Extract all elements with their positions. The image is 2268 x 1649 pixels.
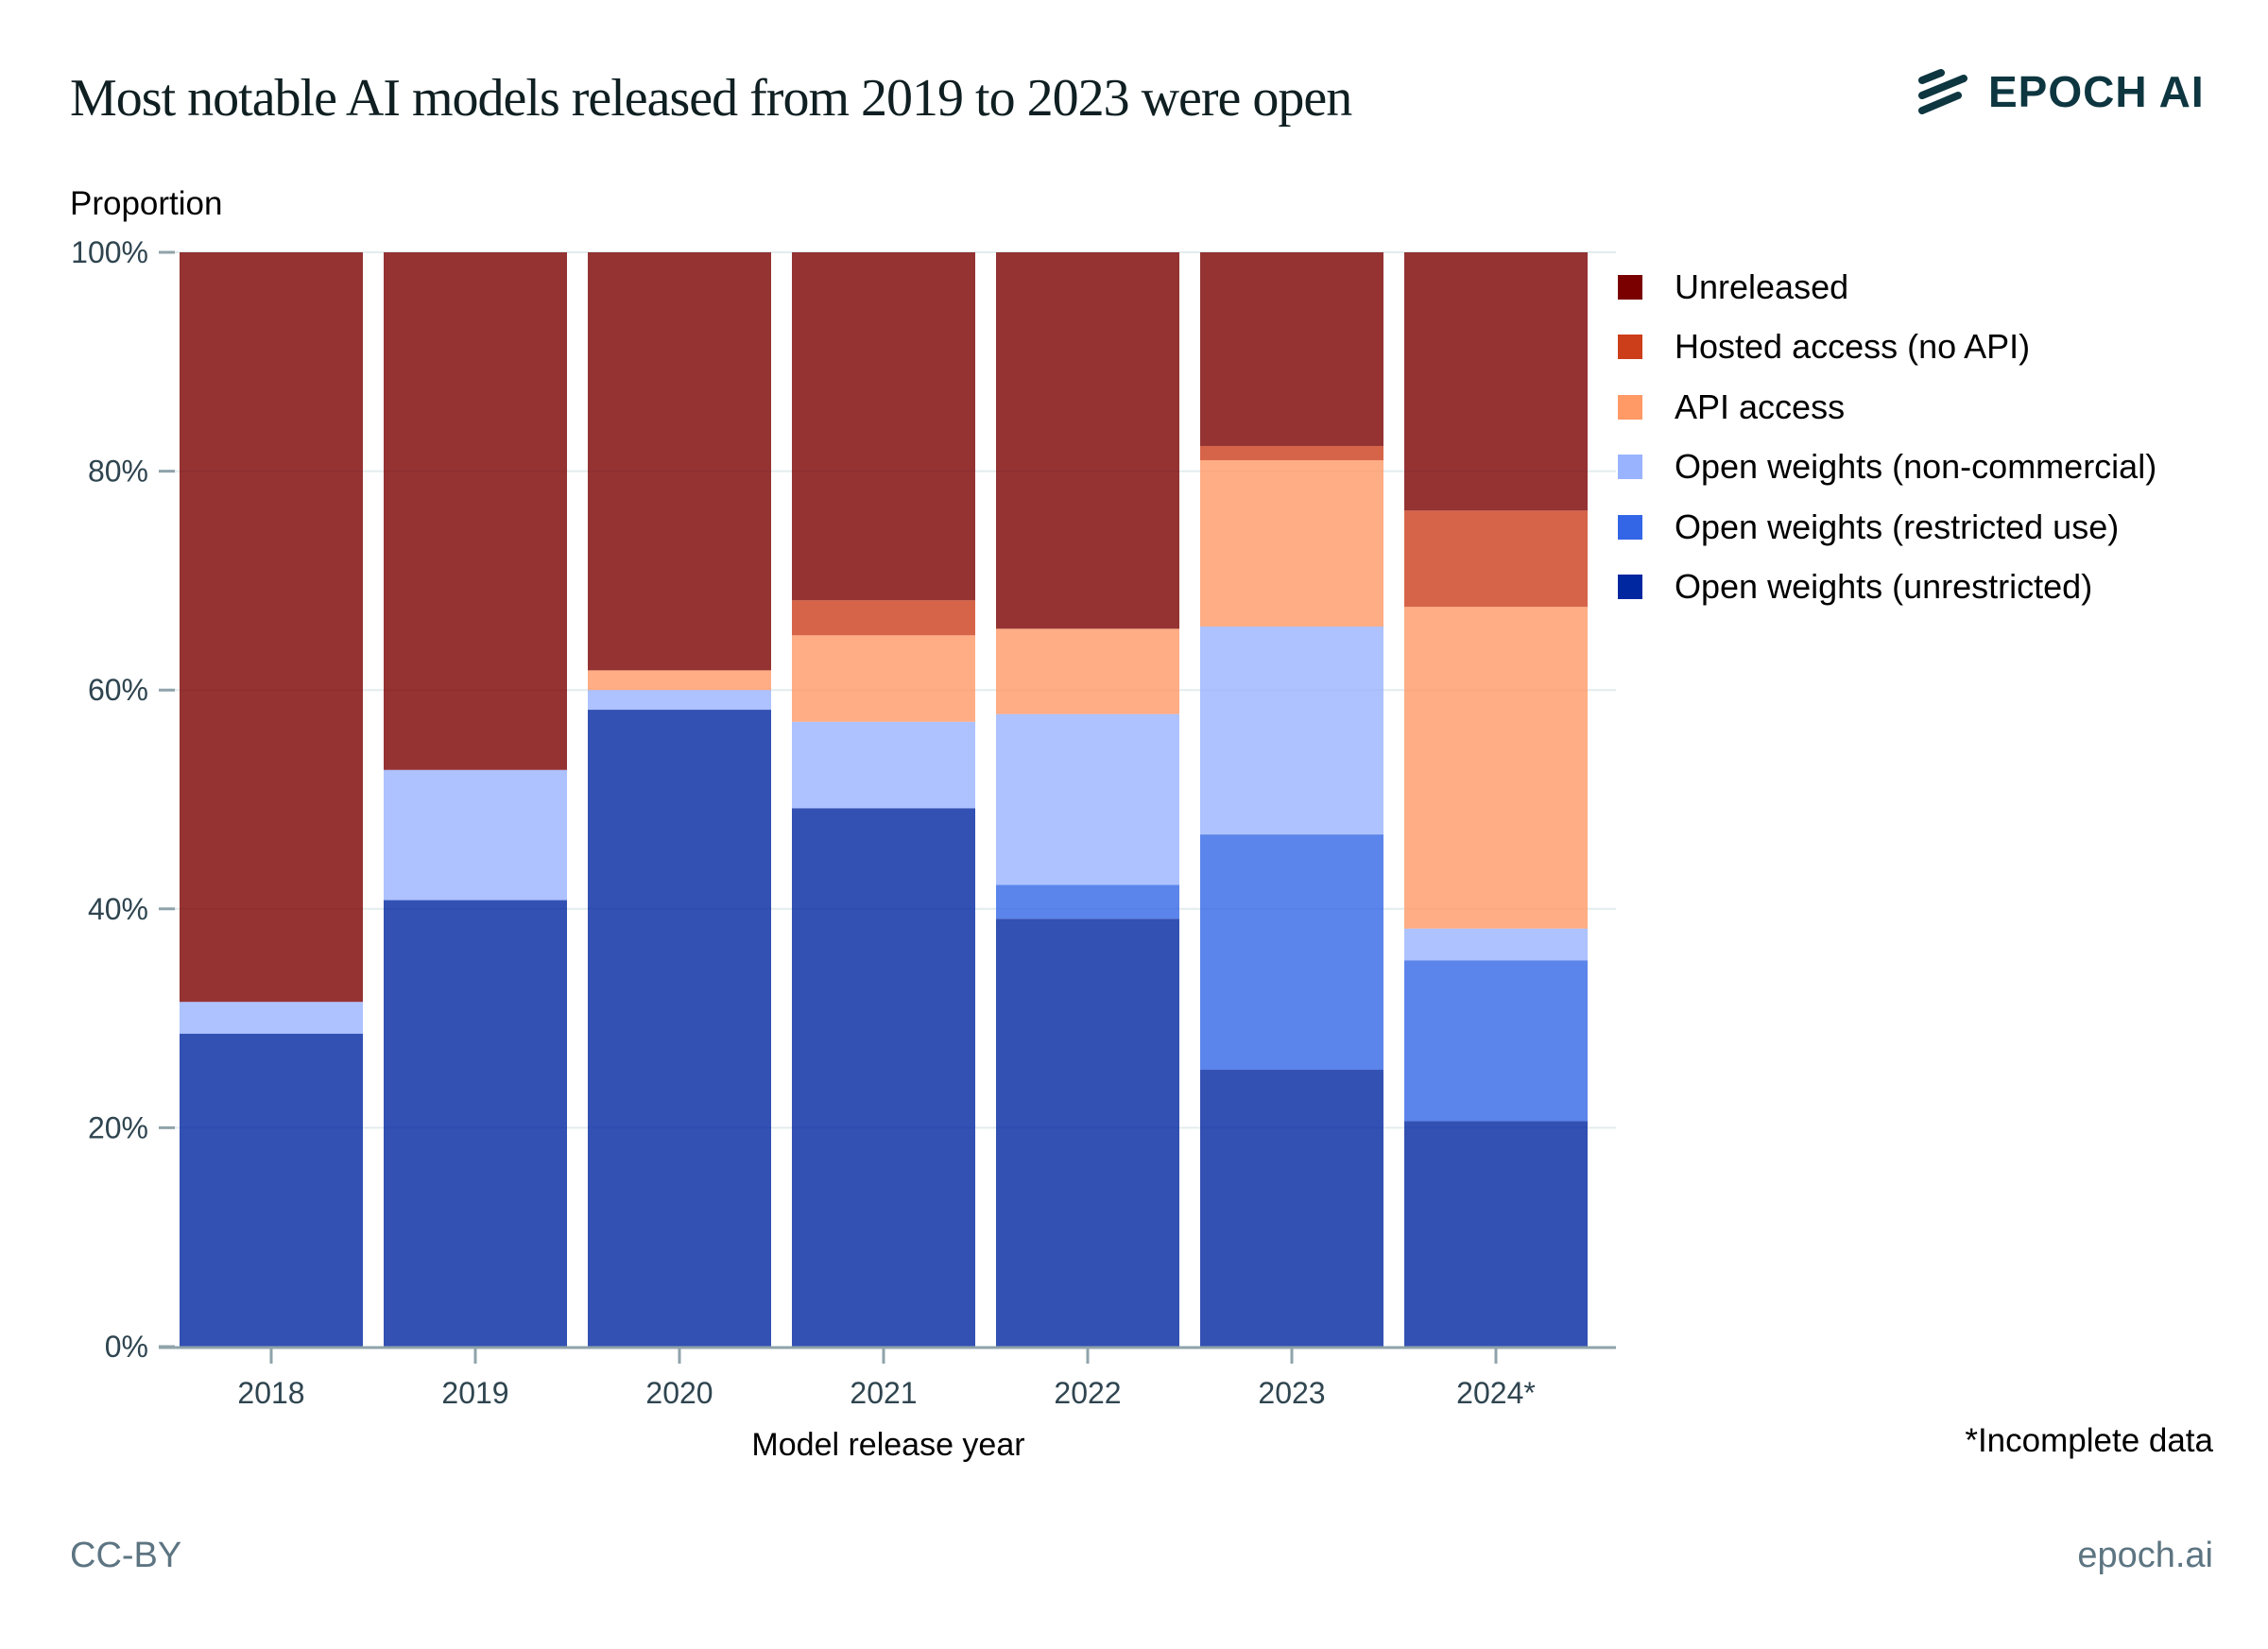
bar-segment[interactable] — [996, 713, 1179, 885]
chart-title: Most notable AI models released from 201… — [70, 69, 1352, 128]
bar-segment[interactable] — [1200, 834, 1383, 1071]
x-tick-label: 2019 — [441, 1376, 508, 1410]
y-tick-label: 20% — [88, 1110, 148, 1144]
bars — [180, 252, 1588, 1347]
legend-label: Unreleased — [1675, 266, 1849, 306]
bar-segment[interactable] — [384, 769, 567, 901]
bar-segment[interactable] — [180, 1002, 363, 1034]
bar-segment[interactable] — [1404, 252, 1588, 511]
bar-segment[interactable] — [1200, 1070, 1383, 1347]
y-tick-label: 60% — [88, 673, 148, 707]
legend-item[interactable]: Open weights (non-commercial) — [1618, 438, 2156, 498]
legend-item[interactable]: Hosted access (no API) — [1618, 318, 2156, 378]
y-axis-title: Proportion — [70, 185, 223, 222]
bar-segment[interactable] — [996, 252, 1179, 629]
bar-segment[interactable] — [180, 1033, 363, 1347]
legend-label: Hosted access (no API) — [1675, 327, 2031, 367]
bar-segment[interactable] — [792, 600, 975, 636]
bar-segment[interactable] — [792, 635, 975, 722]
site-link[interactable]: epoch.ai — [2077, 1536, 2213, 1575]
legend-item[interactable]: Open weights (unrestricted) — [1618, 558, 2156, 618]
logo-text: EPOCH AI — [1988, 67, 2205, 116]
legend-label: Open weights (non-commercial) — [1675, 447, 2157, 487]
x-tick-label: 2021 — [850, 1376, 917, 1410]
bar-segment[interactable] — [996, 919, 1179, 1347]
incomplete-data-note: *Incomplete data — [1965, 1422, 2213, 1459]
x-tick-label: 2024* — [1456, 1376, 1536, 1410]
bar-segment[interactable] — [588, 670, 771, 691]
bar-segment[interactable] — [1200, 460, 1383, 627]
legend-item[interactable]: Open weights (restricted use) — [1618, 497, 2156, 558]
y-tick-label: 100% — [71, 235, 148, 269]
bar-segment[interactable] — [588, 710, 771, 1347]
axes: 0% 20% 40% 60% 80% 100% 2018 2019 2020 2021 2022 20… — [71, 235, 1616, 1410]
bar-segment[interactable] — [1404, 607, 1588, 929]
bar-segment[interactable] — [996, 885, 1179, 919]
bar-segment[interactable] — [588, 252, 771, 671]
y-tick-label: 40% — [88, 892, 148, 926]
bar-segment[interactable] — [384, 252, 567, 770]
x-axis-title: Model release year — [751, 1427, 1024, 1463]
legend-item[interactable]: Unreleased — [1618, 257, 2156, 318]
bar-segment[interactable] — [1404, 1121, 1588, 1347]
legend-label: Open weights (restricted use) — [1675, 507, 2120, 546]
bar-segment[interactable] — [996, 628, 1179, 714]
y-tick-label: 80% — [88, 455, 148, 489]
epoch-ai-logo[interactable]: EPOCH AI — [1916, 66, 2205, 117]
legend-swatch — [1618, 455, 1642, 480]
legend-swatch — [1618, 274, 1642, 300]
bar-segment[interactable] — [1200, 627, 1383, 835]
legend-label: Open weights (unrestricted) — [1675, 567, 2093, 607]
bar-segment[interactable] — [180, 252, 363, 1003]
bar-segment[interactable] — [1404, 960, 1588, 1122]
x-tick-label: 2018 — [237, 1376, 304, 1410]
legend: Unreleased Hosted access (no API) API acce… — [1618, 257, 2156, 617]
bar-segment[interactable] — [1200, 252, 1383, 446]
license-label[interactable]: CC-BY — [70, 1536, 182, 1575]
legend-swatch — [1618, 335, 1642, 360]
epoch-logo-icon — [1918, 69, 1967, 114]
bar-segment[interactable] — [1404, 928, 1588, 961]
x-tick-label: 2020 — [645, 1376, 713, 1410]
legend-label: API access — [1675, 386, 1846, 426]
x-tick-label: 2022 — [1054, 1376, 1121, 1410]
bar-segment[interactable] — [588, 690, 771, 711]
legend-swatch — [1618, 575, 1642, 600]
legend-item[interactable]: API access — [1618, 377, 2156, 438]
legend-swatch — [1618, 514, 1642, 540]
bar-segment[interactable] — [792, 721, 975, 809]
legend-swatch — [1618, 394, 1642, 420]
bar-segment[interactable] — [792, 808, 975, 1347]
bar-segment[interactable] — [1200, 445, 1383, 461]
y-tick-label: 0% — [105, 1330, 148, 1364]
bar-segment[interactable] — [1404, 510, 1588, 608]
bar-segment[interactable] — [792, 252, 975, 601]
x-tick-label: 2023 — [1258, 1376, 1325, 1410]
bar-segment[interactable] — [384, 900, 567, 1347]
